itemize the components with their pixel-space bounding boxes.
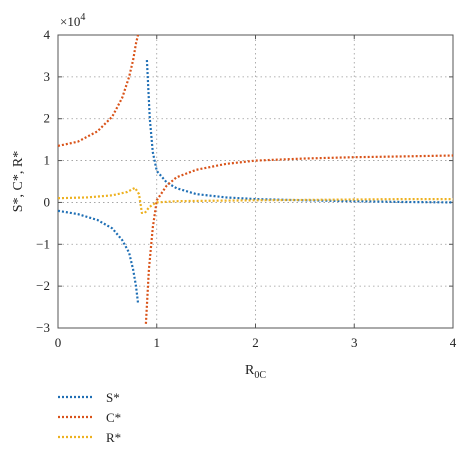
legend: S* C* R* (58, 390, 121, 445)
series-line (57, 34, 140, 147)
y-tick-label: 4 (44, 27, 51, 42)
series-2 (57, 34, 454, 324)
x-tick-label: 2 (252, 335, 259, 350)
series-lines (57, 34, 454, 324)
series-line (57, 186, 453, 214)
series-line (145, 60, 454, 204)
legend-label: C* (106, 410, 121, 425)
plot-frame (57, 34, 454, 329)
series-3 (57, 186, 453, 214)
series-1 (57, 60, 454, 304)
y-exponent-power: 4 (80, 12, 85, 23)
x-axis-title: R0C (245, 363, 266, 381)
x-tick-label: 3 (351, 335, 358, 350)
axis-ticks: 0 1 2 3 4 −3 −2 −1 0 1 2 3 4 (36, 27, 457, 350)
y-exponent-label: ×104 (60, 12, 85, 29)
x-tick-label: 0 (55, 335, 62, 350)
y-tick-label: 2 (44, 111, 51, 126)
y-tick-label: 0 (44, 194, 51, 209)
x-tick-label: 4 (450, 335, 457, 350)
legend-label: S* (106, 390, 120, 405)
y-tick-label: −3 (36, 320, 50, 335)
series-line (57, 209, 140, 304)
x-axis-title-main: R (245, 363, 255, 378)
y-exponent-base: ×10 (60, 14, 80, 29)
x-axis-title-subscript: 0C (254, 370, 266, 381)
y-axis-title: S*, C*, R* (11, 151, 26, 212)
y-tick-label: −2 (36, 278, 50, 293)
y-tick-label: −1 (36, 236, 50, 251)
series-line (144, 154, 454, 324)
x-tick-label: 1 (154, 335, 161, 350)
grid-lines (58, 35, 453, 328)
y-tick-label: 3 (44, 69, 51, 84)
legend-label: R* (106, 430, 121, 445)
y-tick-label: 1 (44, 153, 51, 168)
